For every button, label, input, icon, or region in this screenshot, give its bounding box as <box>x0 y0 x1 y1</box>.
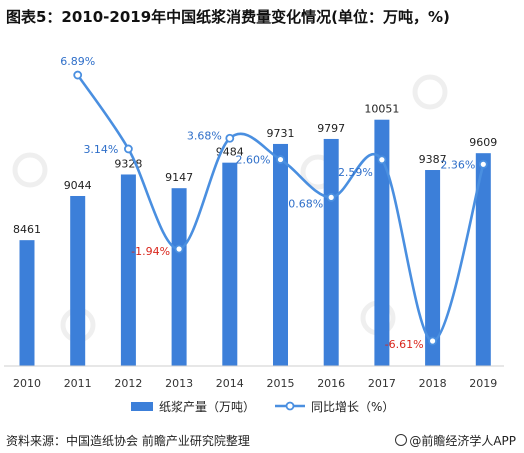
legend-bar-label: 纸浆产量（万吨） <box>159 399 255 414</box>
growth-value-label: 6.89% <box>60 55 95 68</box>
growth-value-label: 3.14% <box>83 143 118 156</box>
bar-value-label: 9387 <box>419 153 447 166</box>
growth-point <box>326 192 336 202</box>
bar <box>273 143 288 366</box>
growth-point <box>123 144 133 154</box>
bar-value-label: 9609 <box>469 136 497 149</box>
growth-label-group: 6.89% 3.14% -1.94% 3.68% 2.60% 0.68% 2.59% -6.6… <box>60 55 475 351</box>
bar-value-label: 8461 <box>13 223 41 236</box>
growth-value-label: 3.68% <box>187 129 222 142</box>
growth-point <box>428 336 438 346</box>
bar <box>171 188 187 366</box>
growth-value-label: 0.68% <box>288 197 323 210</box>
bar <box>222 162 238 366</box>
bar <box>19 240 35 366</box>
x-tick-label: 2019 <box>469 377 497 390</box>
x-tick-label: 2015 <box>267 377 295 390</box>
chart-title: 图表5：2010-2019年中国纸浆消费量变化情况(单位：万吨，%) <box>6 8 450 26</box>
bar <box>70 195 86 366</box>
bar-value-label: 9044 <box>64 179 92 192</box>
bar-value-label: 10051 <box>364 103 399 116</box>
watermark-mark <box>12 152 48 188</box>
bar <box>425 170 441 366</box>
bar <box>374 119 390 366</box>
legend-bar-swatch <box>131 402 153 411</box>
x-tick-label: 2012 <box>114 377 142 390</box>
x-tick-label: 2010 <box>13 377 41 390</box>
brand-credit: @前瞻经济学人APP <box>395 432 516 449</box>
growth-point-group <box>73 70 488 346</box>
bar <box>120 174 136 366</box>
bar-value-label: 9797 <box>317 122 345 135</box>
bar-value-label: 9147 <box>165 171 193 184</box>
x-tick-label: 2011 <box>64 377 92 390</box>
growth-point <box>73 70 83 80</box>
x-tick-label: 2018 <box>419 377 447 390</box>
bar-value-label: 9731 <box>267 127 295 140</box>
legend-line-label: 同比增长（%） <box>311 400 394 414</box>
watermark-mark <box>412 74 448 110</box>
x-tick-label: 2016 <box>317 377 345 390</box>
growth-value-label: -1.94% <box>131 245 170 258</box>
x-tick-group: 2010 2011 2012 2013 2014 2015 2016 2017 2018 2019 <box>13 377 497 390</box>
source-note: 资料来源：中国造纸协会 前瞻产业研究院整理 <box>6 434 250 448</box>
bar <box>475 153 491 366</box>
bar <box>323 138 339 366</box>
x-tick-label: 2017 <box>368 377 396 390</box>
growth-value-label: 2.60% <box>236 154 271 167</box>
growth-point <box>225 133 235 143</box>
x-tick-label: 2014 <box>216 377 244 390</box>
growth-value-label: 2.59% <box>338 166 373 179</box>
growth-point <box>174 244 184 254</box>
x-tick-label: 2013 <box>165 377 193 390</box>
legend-line-marker <box>285 401 295 411</box>
growth-point <box>478 159 488 169</box>
bar-series <box>19 119 491 366</box>
growth-value-label: 2.36% <box>440 158 475 171</box>
growth-point <box>377 155 387 165</box>
brand-logo-icon <box>395 434 408 446</box>
legend: 纸浆产量（万吨） 同比增长（%） <box>131 399 394 414</box>
brand-credit-text: @前瞻经济学人APP <box>409 434 516 448</box>
growth-value-label: -6.61% <box>385 338 424 351</box>
growth-point <box>276 155 285 164</box>
